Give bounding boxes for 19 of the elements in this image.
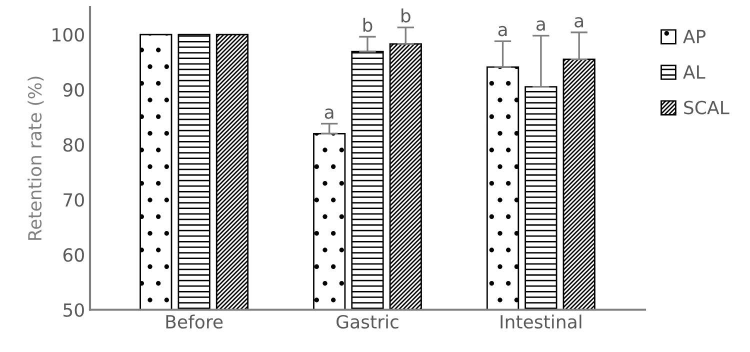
y-tick-label: 70 <box>64 193 84 207</box>
legend-label: AL <box>683 65 706 79</box>
data-label: a <box>574 17 583 28</box>
x-tick-label: Gastric <box>336 314 398 329</box>
x-tick-label: Before <box>166 314 223 329</box>
data-label: a <box>536 20 545 31</box>
data-label: b <box>363 18 372 32</box>
y-tick-label: 80 <box>63 138 84 152</box>
y-tick-label: 100 <box>52 28 84 42</box>
y-tick-label: 60 <box>63 248 84 262</box>
legend-label: AP <box>683 30 706 44</box>
y-axis-title: Retention rate (%) <box>28 76 44 240</box>
legend-label: SCAL <box>684 100 730 114</box>
data-label: a <box>498 26 507 36</box>
data-label: a <box>324 108 334 119</box>
x-tick-label: Intestinal <box>500 314 582 329</box>
y-tick-label: 90 <box>63 83 84 97</box>
data-label: b <box>402 8 410 23</box>
y-tick-label: 50 <box>64 303 84 317</box>
